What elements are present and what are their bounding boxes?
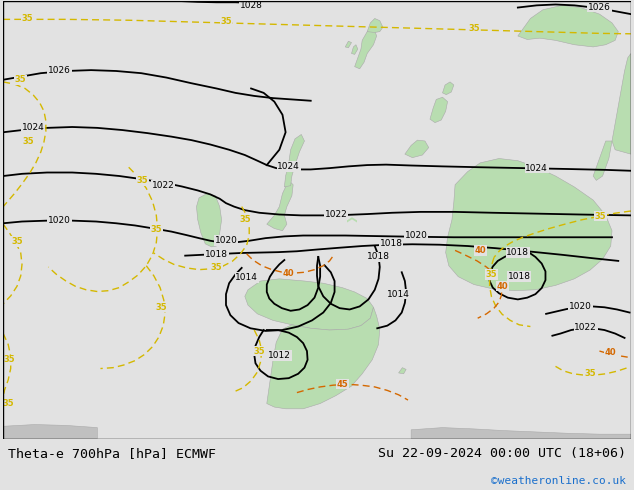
Text: 35: 35 xyxy=(15,75,27,84)
Text: 1018: 1018 xyxy=(205,250,228,259)
Text: 35: 35 xyxy=(155,303,167,312)
Polygon shape xyxy=(593,141,612,180)
Text: 1020: 1020 xyxy=(214,236,237,245)
Polygon shape xyxy=(285,134,304,187)
Text: 1012: 1012 xyxy=(268,351,291,360)
Text: 1020: 1020 xyxy=(569,302,592,311)
Text: 35: 35 xyxy=(486,270,497,279)
Text: 1024: 1024 xyxy=(22,122,44,131)
Text: 1022: 1022 xyxy=(325,210,347,219)
Text: 1018: 1018 xyxy=(380,239,403,248)
Text: 40: 40 xyxy=(605,348,616,357)
Text: 1014: 1014 xyxy=(235,273,258,282)
Text: 1018: 1018 xyxy=(507,248,529,257)
Text: 45: 45 xyxy=(336,380,348,389)
Text: 40: 40 xyxy=(474,246,486,255)
Text: 1024: 1024 xyxy=(278,162,300,171)
Text: 1026: 1026 xyxy=(48,66,71,74)
Polygon shape xyxy=(351,45,358,54)
Text: ©weatheronline.co.uk: ©weatheronline.co.uk xyxy=(491,476,626,486)
Text: 35: 35 xyxy=(11,237,23,246)
Text: 35: 35 xyxy=(468,24,480,33)
Text: 35: 35 xyxy=(584,369,596,378)
Polygon shape xyxy=(367,19,383,32)
Text: 1018: 1018 xyxy=(367,252,390,262)
Text: 35: 35 xyxy=(240,215,251,224)
Text: Theta-e 700hPa [hPa] ECMWF: Theta-e 700hPa [hPa] ECMWF xyxy=(8,446,216,460)
Text: 1018: 1018 xyxy=(508,272,531,281)
Text: 35: 35 xyxy=(254,346,265,356)
Text: 1022: 1022 xyxy=(152,181,174,190)
Polygon shape xyxy=(346,41,351,48)
Polygon shape xyxy=(518,5,618,47)
Polygon shape xyxy=(267,307,380,409)
Text: 1020: 1020 xyxy=(48,216,71,225)
Text: 1024: 1024 xyxy=(526,164,548,172)
Polygon shape xyxy=(267,180,293,231)
Text: 35: 35 xyxy=(21,14,33,23)
Text: 35: 35 xyxy=(210,264,223,272)
Polygon shape xyxy=(443,82,454,95)
Polygon shape xyxy=(446,158,612,291)
Text: 1020: 1020 xyxy=(404,231,427,241)
Polygon shape xyxy=(354,27,377,69)
Polygon shape xyxy=(405,140,429,158)
Text: 35: 35 xyxy=(150,225,162,234)
Text: 40: 40 xyxy=(283,269,295,278)
Polygon shape xyxy=(399,368,406,374)
Text: 35: 35 xyxy=(220,18,232,26)
Text: 1014: 1014 xyxy=(387,290,410,298)
Text: 35: 35 xyxy=(595,212,607,221)
Text: 35: 35 xyxy=(137,176,148,185)
Polygon shape xyxy=(3,424,98,439)
Text: 40: 40 xyxy=(496,282,508,291)
Text: ❯: ❯ xyxy=(347,214,356,221)
Polygon shape xyxy=(245,279,373,330)
Polygon shape xyxy=(430,97,448,122)
Text: 35: 35 xyxy=(4,355,15,364)
Text: 1026: 1026 xyxy=(588,2,611,12)
Polygon shape xyxy=(411,428,631,439)
Text: 35: 35 xyxy=(22,137,34,146)
Text: 1022: 1022 xyxy=(574,323,597,332)
Text: 1028: 1028 xyxy=(240,1,262,10)
Text: 35: 35 xyxy=(3,399,14,408)
Text: Su 22-09-2024 00:00 UTC (18+06): Su 22-09-2024 00:00 UTC (18+06) xyxy=(378,446,626,460)
Polygon shape xyxy=(612,53,631,154)
Polygon shape xyxy=(197,194,222,247)
